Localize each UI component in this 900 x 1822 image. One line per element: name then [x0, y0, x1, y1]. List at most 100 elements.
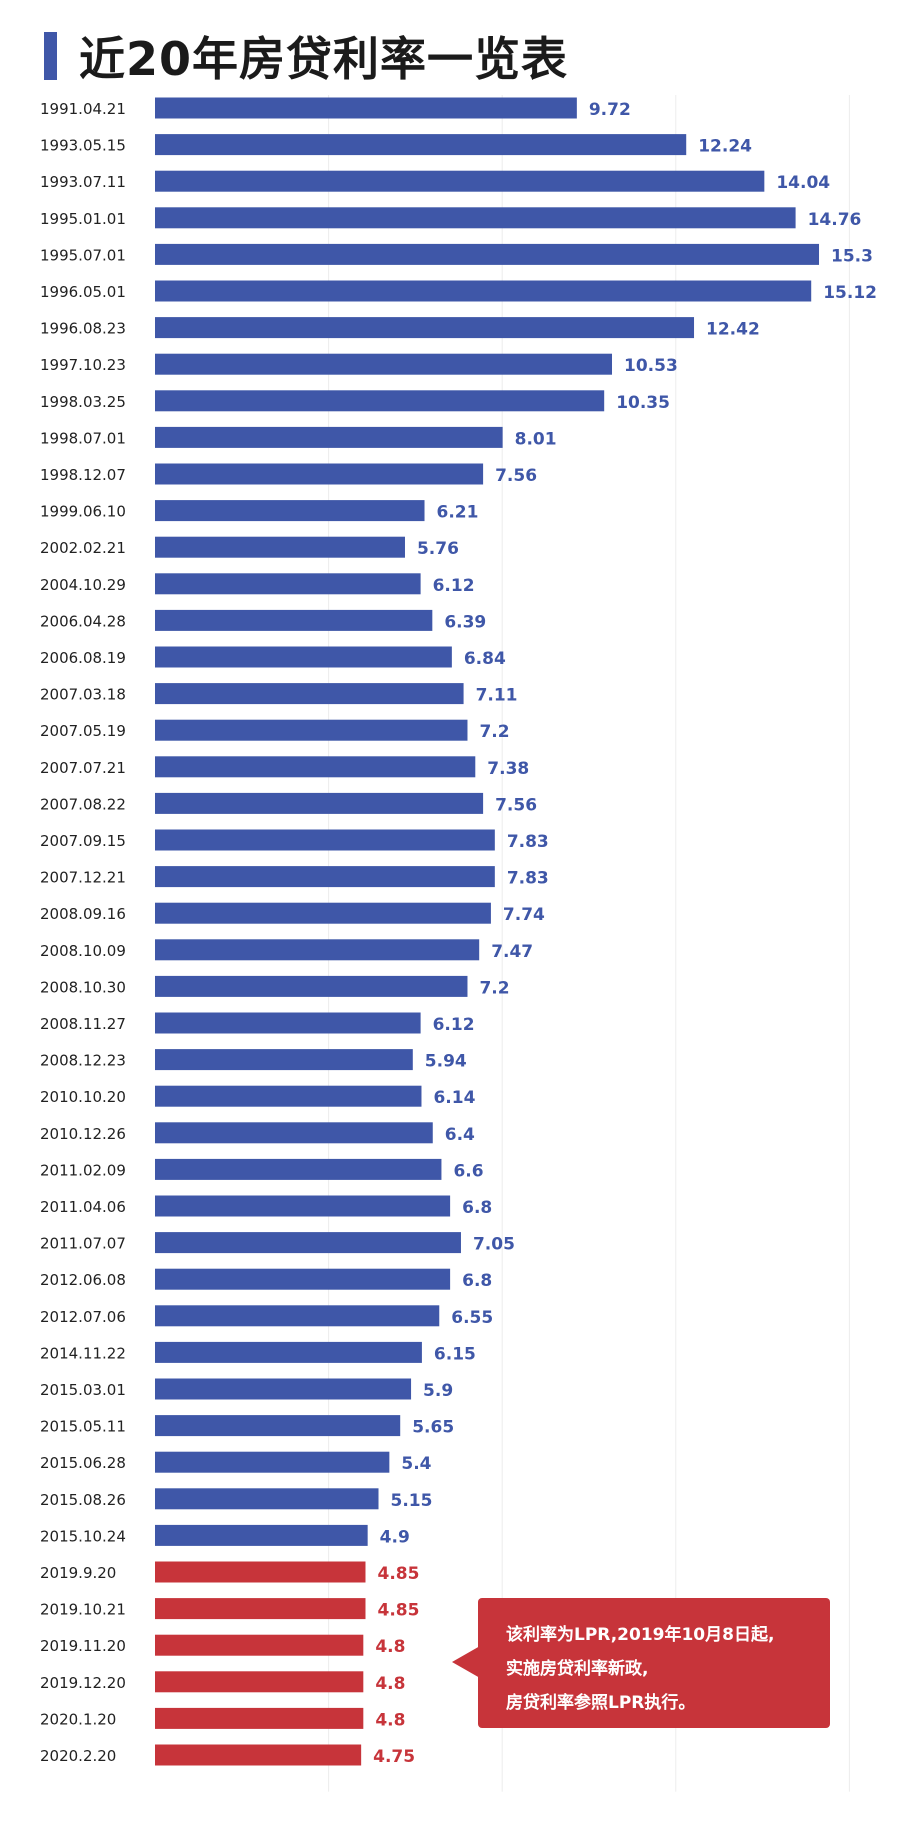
value-label: 6.55: [451, 1308, 493, 1328]
value-label: 9.72: [589, 100, 631, 120]
value-label: 7.47: [491, 942, 533, 962]
bar: [155, 939, 480, 961]
annotation-line-1: 该利率为LPR,2019年10月8日起,: [506, 1625, 775, 1645]
category-label: 1996.05.01: [40, 283, 126, 301]
value-label: 6.84: [464, 649, 506, 669]
annotation-line-2: 实施房贷利率新政,: [506, 1659, 649, 1679]
value-label: 6.12: [433, 576, 475, 596]
bar: [155, 792, 484, 814]
category-label: 1995.01.01: [40, 210, 126, 228]
bar: [155, 902, 491, 924]
category-label: 2014.11.22: [40, 1344, 126, 1362]
value-label: 6.21: [437, 503, 479, 523]
value-label: 14.76: [808, 210, 862, 230]
annotation-pointer: [452, 1646, 480, 1678]
value-label: 5.94: [425, 1052, 467, 1072]
category-label: 2019.10.21: [40, 1601, 126, 1619]
value-label: 6.15: [434, 1344, 476, 1364]
category-label: 2004.10.29: [40, 576, 126, 594]
category-label: 2002.02.21: [40, 539, 126, 557]
value-label: 7.05: [473, 1235, 515, 1255]
category-label: 1998.07.01: [40, 429, 126, 447]
value-label: 12.42: [706, 320, 760, 340]
bar: [155, 1012, 421, 1034]
bar: [155, 683, 464, 705]
value-label: 6.39: [444, 612, 486, 632]
value-label: 6.12: [433, 1015, 475, 1035]
category-label: 1997.10.23: [40, 356, 126, 374]
bar: [155, 317, 695, 339]
value-label: 5.65: [412, 1418, 454, 1438]
category-label: 2015.03.01: [40, 1381, 126, 1399]
category-label: 2008.10.30: [40, 978, 126, 996]
value-label: 4.8: [375, 1710, 405, 1730]
category-label: 2007.05.19: [40, 722, 126, 740]
value-label: 5.15: [391, 1491, 433, 1511]
category-label: 2012.06.08: [40, 1271, 126, 1289]
value-label: 15.3: [831, 246, 873, 266]
category-label: 2007.07.21: [40, 759, 126, 777]
bar: [155, 1232, 461, 1254]
bar: [155, 1524, 368, 1546]
value-label: 6.6: [453, 1161, 483, 1181]
value-label: 7.56: [495, 466, 537, 486]
category-label: 2006.04.28: [40, 612, 126, 630]
bar: [155, 1488, 379, 1510]
category-label: 2008.11.27: [40, 1015, 126, 1033]
category-label: 1996.08.23: [40, 320, 126, 338]
value-label: 7.2: [479, 722, 509, 742]
bar: [155, 1707, 364, 1729]
bar: [155, 1122, 433, 1144]
value-label: 12.24: [698, 137, 752, 157]
bar: [155, 975, 468, 997]
bar: [155, 1085, 422, 1107]
category-label: 2015.06.28: [40, 1454, 126, 1472]
bar: [155, 829, 495, 851]
category-label: 2012.07.06: [40, 1308, 126, 1326]
category-label: 2007.09.15: [40, 832, 126, 850]
value-label: 6.8: [462, 1271, 492, 1291]
category-label: 2015.05.11: [40, 1418, 126, 1436]
category-label: 1993.07.11: [40, 173, 126, 191]
lpr-annotation: 该利率为LPR,2019年10月8日起, 实施房贷利率新政, 房贷利率参照LPR…: [478, 1598, 830, 1728]
category-label: 1998.12.07: [40, 466, 126, 484]
value-label: 10.53: [624, 356, 678, 376]
title-accent-bar: [44, 32, 57, 80]
title-block: 近20年房贷利率一览表: [44, 26, 568, 86]
bar: [155, 1158, 442, 1180]
value-label: 10.35: [616, 393, 670, 413]
value-label: 5.4: [401, 1454, 431, 1474]
category-label: 2011.07.07: [40, 1235, 126, 1253]
category-label: 2008.12.23: [40, 1052, 126, 1070]
bar: [155, 1305, 440, 1327]
value-label: 4.75: [373, 1747, 415, 1767]
category-label: 1993.05.15: [40, 137, 126, 155]
value-label: 7.56: [495, 795, 537, 815]
value-label: 8.01: [515, 429, 557, 449]
bar: [155, 573, 421, 595]
value-label: 4.8: [375, 1637, 405, 1657]
value-label: 7.2: [479, 978, 509, 998]
category-label: 2006.08.19: [40, 649, 126, 667]
annotation-line-3: 房贷利率参照LPR执行。: [506, 1693, 696, 1713]
category-label: 2015.10.24: [40, 1527, 126, 1545]
bar: [155, 500, 425, 522]
category-label: 2010.12.26: [40, 1125, 126, 1143]
bar: [155, 1415, 401, 1437]
value-label: 6.4: [445, 1125, 475, 1145]
category-label: 2011.04.06: [40, 1198, 126, 1216]
bar: [155, 463, 484, 485]
bar: [155, 280, 812, 302]
bar: [155, 1744, 362, 1766]
value-label: 4.9: [380, 1527, 410, 1547]
bar: [155, 719, 468, 741]
value-label: 6.8: [462, 1198, 492, 1218]
category-label: 2007.12.21: [40, 869, 126, 887]
category-label: 2007.08.22: [40, 795, 126, 813]
value-label: 4.8: [375, 1674, 405, 1694]
bar: [155, 1634, 364, 1656]
category-label: 1999.06.10: [40, 503, 126, 521]
category-label: 2019.9.20: [40, 1564, 116, 1582]
